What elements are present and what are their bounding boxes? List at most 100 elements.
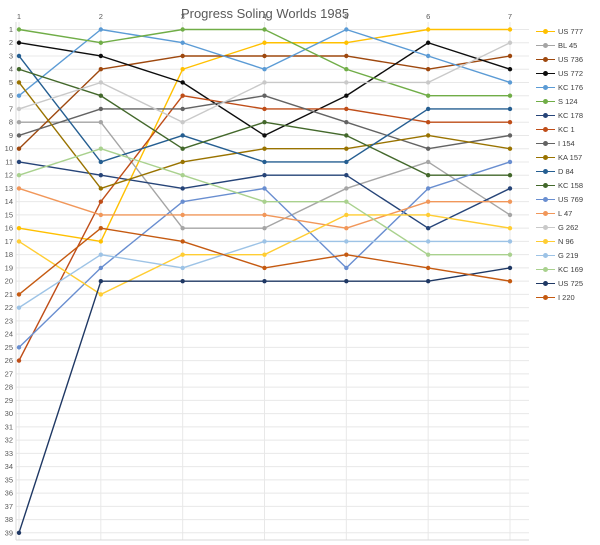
data-point-marker [180,186,185,191]
legend-item-l-47[interactable]: L 47 [536,206,600,220]
data-point-marker [425,199,431,204]
data-point-marker [262,172,267,178]
data-point-marker [98,80,104,85]
data-point-marker [262,225,267,231]
y-axis-label: 16 [5,224,13,233]
legend-item-d-84[interactable]: D 84 [536,164,600,178]
legend-label: D 84 [558,166,574,176]
data-point-marker [425,278,431,284]
data-point-marker [344,27,349,32]
data-point-marker [180,252,185,257]
y-axis-label: 6 [9,91,13,100]
legend-item-s-124[interactable]: S 124 [536,94,600,108]
y-axis-label: 18 [5,250,13,259]
y-axis-label: 9 [9,131,13,140]
legend-item-us-736[interactable]: US 736 [536,52,600,66]
data-point-marker [98,186,104,191]
data-point-marker [425,93,431,98]
y-axis-label: 39 [5,528,13,537]
chart-title: Progress Soling Worlds 1985 [180,6,350,21]
data-point-marker [16,146,22,151]
data-point-marker [16,186,22,191]
y-axis-label: 20 [5,277,13,286]
legend-series-marker-icon [536,55,555,63]
y-axis-label: 25 [5,343,13,352]
data-point-marker [425,212,431,218]
legend-item-bl-45[interactable]: BL 45 [536,38,600,52]
legend-item-i-220[interactable]: I 220 [536,290,600,304]
legend-label: I 154 [558,138,575,148]
data-point-marker [507,212,513,218]
x-axis-label: 6 [426,12,430,21]
legend-item-kc-1[interactable]: KC 1 [536,122,600,136]
y-axis-label: 3 [9,51,13,60]
data-point-marker [344,225,349,231]
y-axis-label: 11 [5,157,13,166]
data-point-marker [98,159,104,165]
x-axis-label: 7 [508,12,512,21]
data-point-marker [425,53,431,59]
legend-item-g-219[interactable]: G 219 [536,248,600,262]
data-point-marker [262,80,267,85]
legend-item-us-772[interactable]: US 772 [536,66,600,80]
legend-item-kc-178[interactable]: KC 178 [536,108,600,122]
data-point-marker [262,146,267,151]
legend-item-us-725[interactable]: US 725 [536,276,600,290]
legend-item-us-777[interactable]: US 777 [536,24,600,38]
y-axis-label: 2 [9,38,13,47]
data-point-marker [16,133,22,138]
legend-item-n-96[interactable]: N 96 [536,234,600,248]
data-point-marker [507,80,513,85]
y-axis-label: 10 [5,144,13,153]
legend-label: S 124 [558,96,578,106]
y-axis-label: 27 [5,369,13,378]
data-point-marker [16,67,22,72]
data-point-marker [180,133,185,138]
legend-item-kc-158[interactable]: KC 158 [536,178,600,192]
legend-series-marker-icon [536,181,555,189]
data-point-marker [180,146,185,151]
data-point-marker [507,146,513,151]
data-point-marker [344,40,349,45]
data-point-marker [262,67,267,72]
legend-series-marker-icon [536,27,555,35]
data-point-marker [262,27,267,32]
legend-item-g-262[interactable]: G 262 [536,220,600,234]
data-point-marker [507,106,513,112]
data-point-marker [507,252,513,257]
data-point-marker [98,265,104,271]
legend-item-ka-157[interactable]: KA 157 [536,150,600,164]
legend-item-kc-176[interactable]: KC 176 [536,80,600,94]
data-point-marker [262,278,267,284]
legend-series-marker-icon [536,251,555,259]
legend-item-us-769[interactable]: US 769 [536,192,600,206]
legend-label: US 777 [558,26,584,36]
data-point-marker [262,212,267,218]
y-axis-label: 33 [5,449,13,458]
data-point-marker [98,172,104,178]
data-point-marker [507,265,513,271]
data-point-marker [262,186,267,191]
data-point-marker [98,146,104,151]
y-axis-label: 1 [9,25,13,34]
data-point-marker [262,133,267,138]
data-point-marker [507,225,513,231]
legend-item-kc-169[interactable]: KC 169 [536,262,600,276]
data-point-marker [344,278,349,284]
x-axis-label: 3 [181,12,185,21]
data-point-marker [16,358,22,363]
legend-series-marker-icon [536,83,555,91]
data-point-marker [262,199,267,204]
data-point-marker [425,172,431,178]
data-point-marker [180,106,185,112]
y-axis-label: 32 [5,436,13,445]
legend-series-marker-icon [536,97,555,105]
data-point-marker [344,80,349,85]
data-point-marker [344,159,349,165]
y-axis-label: 17 [5,237,13,246]
data-point-marker [507,239,513,244]
legend-series-marker-icon [536,223,555,231]
data-point-marker [98,40,104,45]
legend-item-i-154[interactable]: I 154 [536,136,600,150]
x-axis-label: 5 [344,12,348,21]
